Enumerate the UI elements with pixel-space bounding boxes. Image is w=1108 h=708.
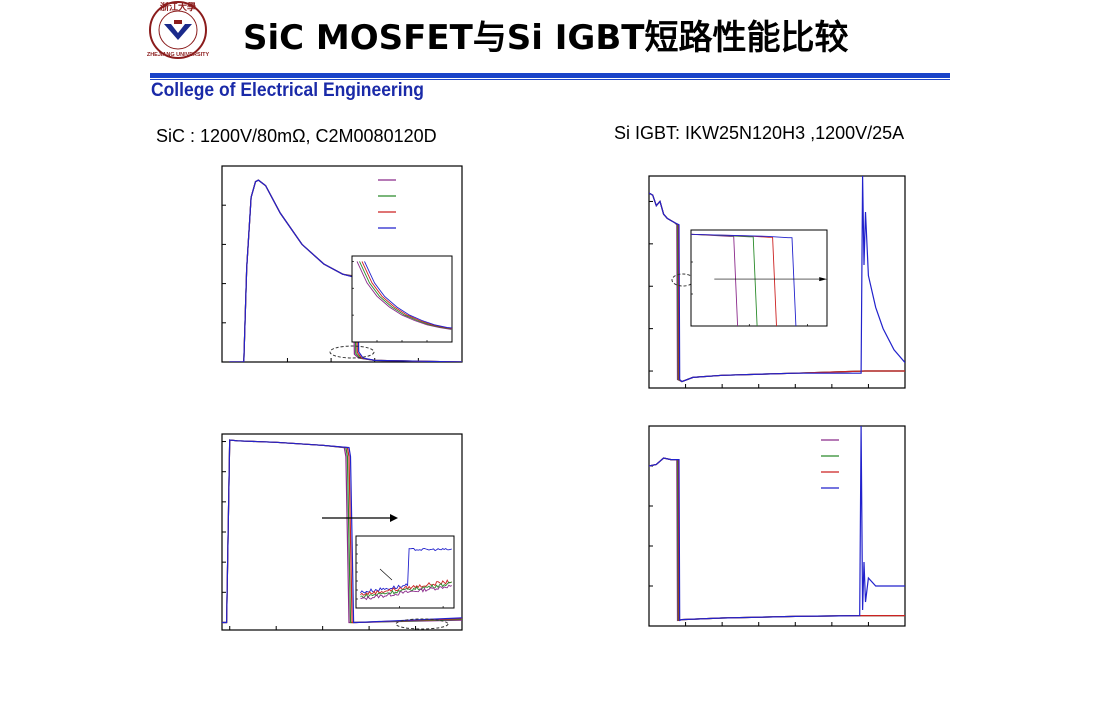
logo-text-top: 浙江大學 [160,1,196,12]
chart-igbt-gate-voltage [648,425,906,627]
series-line [229,179,462,362]
college-name: College of Electrical Engineering [151,80,424,101]
header-rule [150,73,950,78]
inset-arrowhead [819,277,827,282]
inset-frame [351,255,453,343]
inset-frame [690,229,828,327]
inset-series-line [360,584,452,601]
annotation-arrowhead [390,514,398,522]
series-line [649,426,905,622]
chart-sic-gate-voltage [221,433,463,631]
logo-text-bottom: ZHEJIANG UNIVERSITY [147,52,210,58]
chart-sic-drain-current [221,165,463,363]
inset-series-line [360,579,452,596]
zoom-ellipse [395,618,449,630]
inset-frame [355,535,455,609]
inset-series-line [360,581,452,599]
caption-sic: SiC : 1200V/80mΩ, C2M0080120D [156,126,437,146]
inset-series-line [356,261,453,331]
university-logo: 浙江大學 ZHEJIANG UNIVERSITY [147,1,210,59]
inset-series-line [360,547,452,594]
zoom-ellipse [329,345,375,359]
chart-igbt-collector-current [648,175,906,389]
header-rule-thin [150,79,950,80]
series-line [649,176,905,383]
series-line [222,439,462,624]
inset-series-line [364,261,453,329]
inset-series-line [361,261,453,330]
caption-igbt: Si IGBT: IKW25N120H3 ,1200V/25A [614,123,905,143]
inset-series-line [359,261,453,330]
inset-series-line [690,233,797,327]
page-title: SiC MOSFET与Si IGBT短路性能比较 [243,18,849,58]
inset-label-pointer [379,568,393,581]
